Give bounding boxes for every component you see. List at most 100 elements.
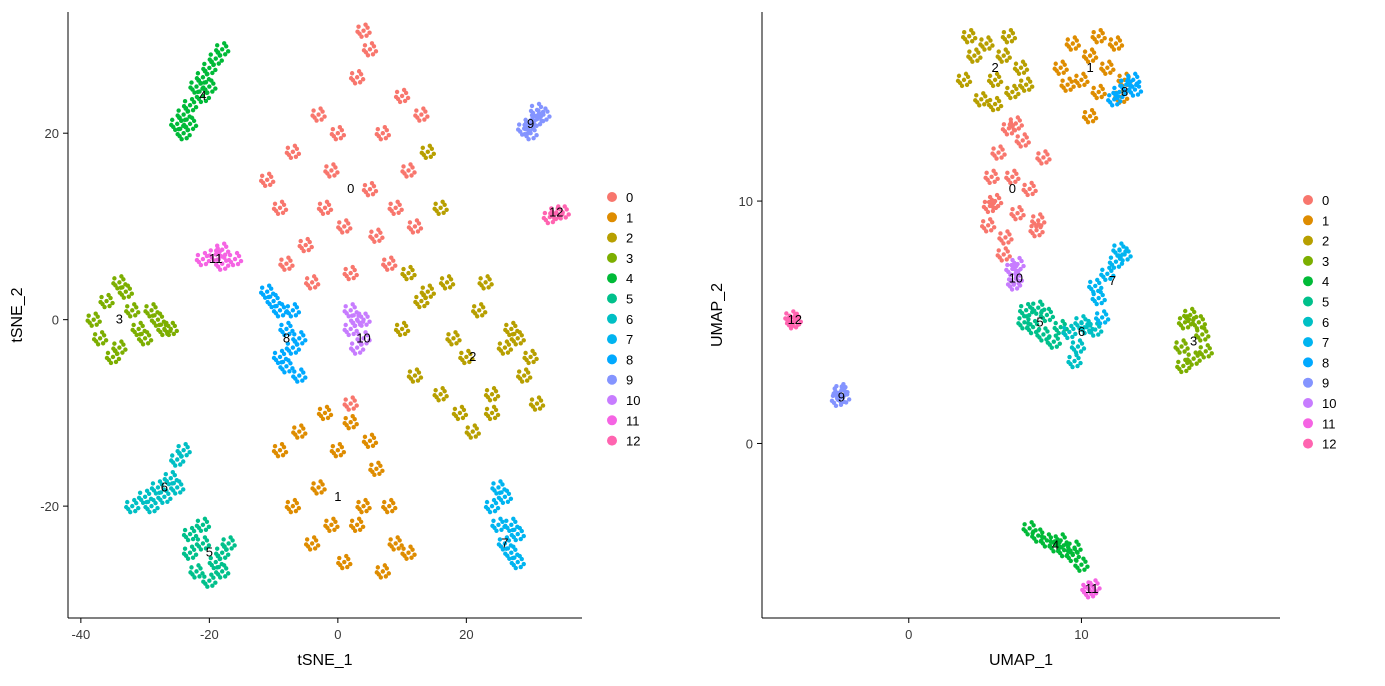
- cluster-11-point: [1097, 586, 1102, 591]
- cluster-1-point: [348, 420, 353, 425]
- cluster-0-point: [1005, 229, 1010, 234]
- cluster-10-point: [1013, 267, 1018, 273]
- cluster-1-point: [1093, 55, 1099, 60]
- cluster-2-point: [397, 332, 403, 338]
- cluster-1-point: [343, 416, 348, 421]
- cluster-10-point: [1014, 286, 1020, 291]
- legend-label-9: 9: [1322, 376, 1329, 391]
- cluster-3-point: [144, 304, 149, 309]
- cluster-2-point: [438, 392, 443, 397]
- cluster-8-point: [282, 370, 287, 375]
- cluster-1-point: [395, 535, 400, 540]
- cluster-6-point: [1073, 321, 1078, 326]
- cluster-0-point: [410, 230, 416, 235]
- cluster-3-point: [133, 313, 138, 318]
- cluster-0-point: [998, 231, 1003, 236]
- cluster-3-point: [94, 322, 99, 327]
- cluster-12-points: [541, 204, 571, 226]
- cluster-0-point: [422, 117, 427, 122]
- cluster-4-point: [205, 90, 210, 95]
- cluster-1-point: [1094, 95, 1099, 101]
- cluster-8-point: [262, 295, 268, 300]
- cluster-1-point: [409, 555, 414, 560]
- cluster-0-point: [1039, 223, 1044, 228]
- cluster-0-point: [297, 243, 302, 249]
- legend-label-4: 4: [1322, 274, 1329, 289]
- cluster-6-point: [1082, 330, 1087, 336]
- cluster-12-point: [554, 211, 559, 216]
- cluster-2-point: [1023, 82, 1029, 87]
- cluster-5-point: [195, 537, 201, 542]
- cluster-1-point: [1060, 59, 1065, 64]
- cluster-1-point: [374, 466, 379, 472]
- cluster-6-point: [1074, 316, 1079, 321]
- cluster-11-point: [214, 262, 219, 267]
- cluster-8-point: [1107, 93, 1112, 98]
- cluster-3-point: [142, 328, 147, 334]
- cluster-10-point: [356, 339, 362, 344]
- cluster-4-point: [213, 86, 218, 91]
- cluster-0-point: [396, 210, 401, 215]
- cluster-4-point: [207, 57, 212, 62]
- cluster-0-point: [342, 402, 347, 407]
- cluster-2-point: [973, 36, 978, 41]
- cluster-1-point: [310, 486, 315, 491]
- cluster-5-point: [232, 543, 237, 548]
- cluster-9-points: [829, 381, 852, 409]
- cluster-3-point: [99, 294, 104, 300]
- legend-key-7: [1303, 337, 1313, 348]
- legend-key-10: [1303, 398, 1313, 408]
- cluster-9-point: [537, 122, 543, 127]
- cluster-1-point: [373, 440, 379, 446]
- cluster-7-point: [1111, 273, 1116, 278]
- cluster-1-point: [1108, 70, 1113, 75]
- cluster-3-point: [103, 338, 109, 343]
- cluster-3-point: [1183, 357, 1188, 363]
- cluster-11-point: [227, 252, 233, 258]
- cluster-4-point: [210, 70, 215, 76]
- cluster-5-point: [194, 569, 199, 574]
- cluster-4-point: [1036, 533, 1041, 538]
- cluster-4-point: [194, 84, 199, 89]
- cluster-0-point: [999, 155, 1004, 160]
- cluster-9-point: [846, 397, 852, 402]
- cluster-0-point: [381, 262, 386, 267]
- cluster-5-point: [1038, 313, 1044, 319]
- cluster-0-point: [989, 197, 995, 203]
- cluster-6-point: [125, 499, 130, 505]
- cluster-12-point: [545, 220, 551, 226]
- cluster-0-point: [1002, 152, 1007, 157]
- cluster-12-point: [791, 309, 796, 314]
- cluster-7-point: [510, 555, 515, 561]
- cluster-2-point: [987, 46, 992, 51]
- cluster-0-point: [342, 224, 347, 229]
- cluster-0-point: [352, 81, 358, 86]
- x-tick-label: 10: [1074, 627, 1088, 642]
- cluster-0-point: [282, 267, 287, 272]
- y-tick-label: 20: [45, 126, 59, 141]
- legend-label-0: 0: [626, 190, 633, 205]
- cluster-2-point: [1003, 47, 1008, 52]
- cluster-0-point: [1044, 160, 1049, 165]
- legend-label-5: 5: [626, 292, 633, 307]
- cluster-0-point: [322, 114, 327, 119]
- cluster-0-point: [387, 206, 392, 211]
- cluster-label: 7: [1109, 273, 1116, 288]
- legend-key-3: [607, 252, 617, 263]
- cluster-9-point: [540, 109, 546, 115]
- cluster-11-points: [194, 241, 244, 272]
- cluster-4-point: [179, 137, 184, 142]
- cluster-8-point: [1122, 88, 1127, 93]
- cluster-label: 0: [1009, 181, 1016, 196]
- cluster-1-point: [292, 497, 298, 503]
- cluster-0-point: [421, 106, 426, 111]
- cluster-7-points: [1087, 241, 1133, 326]
- cluster-5-point: [222, 544, 227, 549]
- cluster-2-point: [427, 283, 432, 288]
- cluster-3-point: [119, 274, 124, 279]
- cluster-1-point: [393, 505, 398, 511]
- cluster-7-point: [496, 495, 502, 500]
- cluster-8-point: [274, 303, 279, 309]
- cluster-8-point: [280, 359, 286, 365]
- cluster-2-point: [998, 103, 1004, 109]
